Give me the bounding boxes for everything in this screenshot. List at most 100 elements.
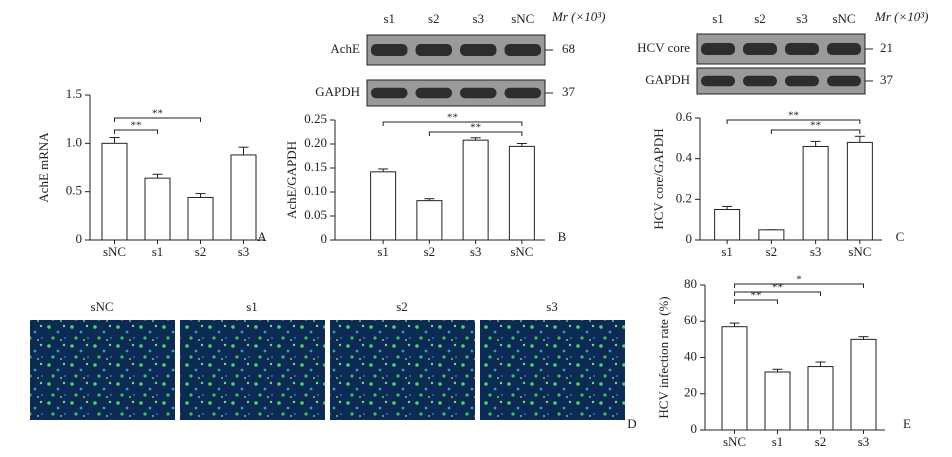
bar (764, 371, 791, 431)
y-tick-label: 80 (684, 276, 697, 291)
x-tick-label: s3 (238, 244, 250, 259)
panel-letter: A (257, 229, 267, 244)
blot-band (785, 43, 819, 55)
bar (101, 142, 128, 241)
x-tick-label: s2 (195, 244, 207, 259)
y-axis-label: HCV core/GAPDH (651, 128, 666, 229)
lane-label: s2 (428, 11, 440, 26)
blot-band (701, 75, 735, 87)
y-tick-label: 0.25 (304, 111, 327, 126)
lane-label: s1 (712, 11, 724, 26)
mw-label: 37 (562, 84, 576, 99)
significance-label: ** (447, 112, 458, 124)
x-tick-label: s1 (152, 244, 164, 259)
blot-band (460, 87, 497, 99)
bar (850, 338, 877, 431)
lane-label: s2 (754, 11, 766, 26)
significance-bracket (734, 299, 778, 304)
y-tick-label: 0 (686, 231, 693, 246)
blot-band (371, 44, 408, 56)
mw-label: 21 (880, 40, 893, 55)
y-tick-label: 20 (684, 385, 697, 400)
blot-band (415, 87, 452, 99)
significance-bracket (734, 291, 821, 296)
blot-band (504, 87, 541, 99)
bar (370, 171, 397, 241)
significance-label: ** (470, 122, 481, 134)
y-tick-label: 60 (684, 312, 697, 327)
blot-band (504, 44, 541, 56)
blot-band (743, 75, 777, 87)
blot-band (827, 43, 861, 55)
y-tick-label: 0 (76, 231, 83, 246)
bar (721, 326, 748, 431)
row-label: GAPDH (315, 84, 360, 99)
lane-label: sNC (832, 11, 855, 26)
y-axis-label: HCV infection rate (%) (656, 296, 671, 418)
x-tick-label: s2 (815, 434, 827, 449)
bar (714, 209, 741, 241)
y-tick-label: 0.4 (676, 150, 693, 165)
image-label: s2 (396, 299, 408, 314)
panel-letter: D (627, 416, 636, 431)
image-label: sNC (90, 299, 113, 314)
blot-band (827, 75, 861, 87)
lane-label: s1 (383, 11, 395, 26)
y-tick-label: 0.2 (676, 190, 692, 205)
y-axis-label: AchE/GAPDH (284, 141, 299, 219)
row-label: GAPDH (645, 72, 690, 87)
x-tick-label: s2 (766, 244, 778, 259)
bar (462, 139, 489, 241)
significance-label: ** (810, 120, 821, 132)
bar (508, 145, 535, 241)
significance-label: * (796, 274, 802, 286)
y-tick-label: 0 (691, 421, 698, 436)
lane-label: s3 (472, 11, 484, 26)
bar (802, 145, 829, 241)
blot-band (785, 75, 819, 87)
significance-label: ** (751, 290, 762, 302)
bar (758, 229, 785, 241)
significance-bracket (726, 119, 861, 124)
blot-band (371, 87, 408, 99)
row-label: AchE (330, 41, 360, 56)
lane-label: sNC (511, 11, 534, 26)
significance-bracket (114, 117, 201, 122)
y-tick-label: 0 (321, 231, 328, 246)
mw-label: 68 (562, 41, 575, 56)
significance-bracket (770, 129, 861, 134)
x-tick-label: s1 (721, 244, 733, 259)
x-tick-label: sNC (103, 244, 126, 259)
bar (807, 366, 834, 431)
significance-label: ** (131, 120, 142, 132)
x-tick-label: s1 (772, 434, 784, 449)
bar (230, 154, 257, 241)
y-tick-label: 0.20 (304, 135, 327, 150)
mw-label: 37 (880, 72, 894, 87)
blot-band (743, 43, 777, 55)
significance-label: ** (772, 282, 783, 294)
x-tick-label: s3 (470, 244, 482, 259)
mw-unit: Mr (×10³) (551, 9, 605, 24)
y-tick-label: 0.15 (304, 159, 327, 174)
x-tick-label: sNC (848, 244, 871, 259)
bar (187, 196, 214, 241)
panel-letter: E (903, 416, 911, 431)
significance-bracket (734, 283, 864, 288)
fluorescence-image (330, 320, 475, 420)
fluorescence-image (480, 320, 625, 420)
lane-label: s3 (796, 11, 808, 26)
x-tick-label: s2 (424, 244, 436, 259)
panel-letter: B (558, 229, 567, 244)
mw-unit: Mr (×10³) (874, 9, 928, 24)
x-tick-label: s1 (377, 244, 389, 259)
bar (416, 200, 443, 241)
fluorescence-image (30, 320, 175, 420)
significance-bracket (428, 131, 523, 136)
y-axis-label: AchE mRNA (36, 132, 51, 203)
y-tick-label: 40 (684, 348, 697, 363)
x-tick-label: s3 (858, 434, 870, 449)
image-label: s1 (246, 299, 258, 314)
